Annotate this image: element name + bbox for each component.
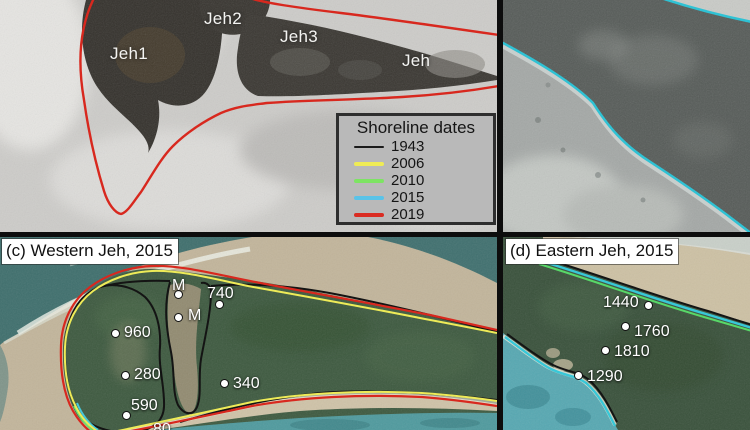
shoreline-2015-ocean-path: [663, 0, 750, 23]
photo-grain: [503, 237, 750, 430]
shoreline-dates-legend: Shoreline dates 1943 2006 2010 2015 2019: [336, 113, 496, 225]
shoreline-2015-southwest: [76, 402, 99, 430]
satellite-imagery-eastern-jeh: [503, 237, 750, 430]
panel-b-2015-satellite: [503, 0, 750, 232]
shoreline-2006-westnorth: [63, 269, 497, 430]
marker-dot-1440: [644, 301, 653, 310]
shoreline-2006-south: [117, 390, 497, 430]
photo-grain: [0, 237, 497, 430]
shoreline-2010-southwest: [73, 405, 94, 430]
legend-line-2006: [354, 161, 384, 166]
marker-dot-590: [122, 411, 131, 420]
marker-dot-280: [121, 371, 130, 380]
island-label-jeh2: Jeh2: [204, 9, 243, 28]
legend-line-2015: [354, 195, 384, 200]
marker-label-1290: 1290: [587, 368, 623, 385]
panel-c-title: (c) Western Jeh, 2015: [2, 239, 178, 265]
marker-label-740: 740: [207, 285, 234, 302]
marker-label-1810: 1810: [614, 343, 650, 360]
legend-year-2019: 2019: [391, 206, 425, 224]
panel-c-western-jeh: (c) Western Jeh, 2015 M 740 M 960 280 34…: [0, 237, 497, 430]
island-label-jeh1: Jeh1: [110, 44, 149, 63]
marker-dot-m2: [174, 313, 183, 322]
marker-label-280: 280: [134, 366, 161, 383]
legend-line-2010: [354, 178, 384, 183]
marker-label-960: 960: [124, 324, 151, 341]
marker-label-1760: 1760: [634, 323, 670, 340]
marker-dot-960: [111, 329, 120, 338]
shoreline-2019-ocean-path: [251, 0, 497, 36]
shoreline-2015-northeast: [540, 259, 750, 329]
legend-row-2015: 2015: [339, 189, 493, 206]
legend-year-1943: 1943: [391, 138, 425, 156]
satellite-imagery-western-jeh: [0, 237, 497, 430]
panel-d-title: (d) Eastern Jeh, 2015: [506, 239, 679, 265]
marker-dot-m1: [174, 290, 183, 299]
panel-a-1943-aerial: Jeh1 Jeh2 Jeh3 Jeh Shoreline dates 1943 …: [0, 0, 497, 232]
marker-dot-1810: [601, 346, 610, 355]
marker-dot-340: [220, 379, 229, 388]
marker-dot-1760: [621, 322, 630, 331]
legend-line-2019: [354, 212, 384, 217]
shoreline-1943-channel: [165, 281, 213, 415]
shoreline-2019-westnorth: [59, 264, 497, 430]
marker-label-590: 590: [131, 397, 158, 414]
marker-label-1440: 1440: [603, 294, 639, 311]
legend-year-2010: 2010: [391, 172, 425, 190]
satellite-imagery-2015: [503, 0, 750, 232]
marker-label-m1: M: [172, 277, 186, 294]
marker-label-340: 340: [233, 375, 260, 392]
marker-dot-740: [215, 300, 224, 309]
legend-row-1943: 1943: [339, 138, 493, 155]
island-label-jeh: Jeh: [402, 51, 431, 70]
legend-title: Shoreline dates: [356, 118, 476, 137]
panel-d-eastern-jeh: (d) Eastern Jeh, 2015 1440 1760 1810 129…: [503, 237, 750, 430]
shoreline-2010-northeast: [538, 263, 750, 332]
legend-year-2015: 2015: [391, 189, 425, 207]
beach-sand-line: [503, 43, 750, 232]
legend-row-2019: 2019: [339, 206, 493, 223]
marker-dot-1290: [574, 371, 583, 380]
legend-row-2010: 2010: [339, 172, 493, 189]
shoreline-2019-lagoon-path: [79, 0, 497, 216]
legend-row-2006: 2006: [339, 155, 493, 172]
legend-line-1943: [354, 145, 384, 149]
marker-label-m2: M: [188, 307, 202, 324]
photo-grain: [503, 0, 750, 232]
island-label-jeh3: Jeh3: [280, 27, 319, 46]
shoreline-2019-south: [130, 394, 497, 430]
shoreline-1943-north-west: [99, 279, 171, 288]
shoreline-1943-southwest: [506, 333, 618, 423]
legend-year-2006: 2006: [391, 155, 425, 173]
shoreline-2015-path: [503, 41, 750, 232]
shoreline-2015-southwest: [504, 336, 617, 427]
marker-label-80: 80: [153, 421, 171, 430]
